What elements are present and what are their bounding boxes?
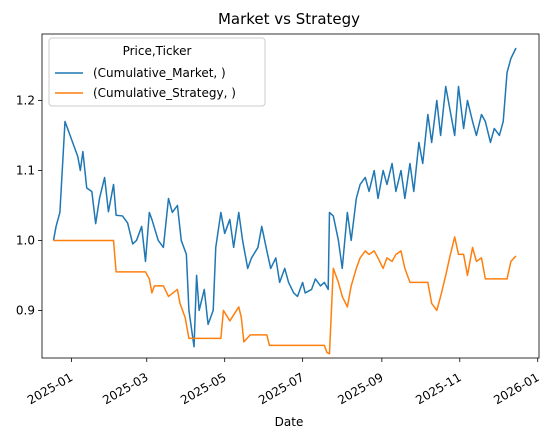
legend-label: (Cumulative_Market, ) xyxy=(93,66,226,80)
chart-title: Market vs Strategy xyxy=(218,10,360,28)
x-axis-label: Date xyxy=(275,415,304,429)
legend-label: (Cumulative_Strategy, ) xyxy=(93,86,236,100)
series-layer xyxy=(52,47,517,355)
legend: Price,Ticker (Cumulative_Market, ) (Cumula… xyxy=(48,37,266,107)
legend-title: Price,Ticker xyxy=(123,44,192,58)
plot-frame xyxy=(41,33,540,359)
series-line-market xyxy=(52,47,517,348)
y-tick-label: 1.0 xyxy=(16,233,35,247)
y-tick-label: 1.1 xyxy=(16,163,35,177)
series-line-strategy xyxy=(53,236,517,355)
y-tick-label: 0.9 xyxy=(16,303,35,317)
axes-layer xyxy=(41,33,540,359)
y-tick-label: 1.2 xyxy=(16,93,35,107)
legend-box xyxy=(48,37,266,107)
